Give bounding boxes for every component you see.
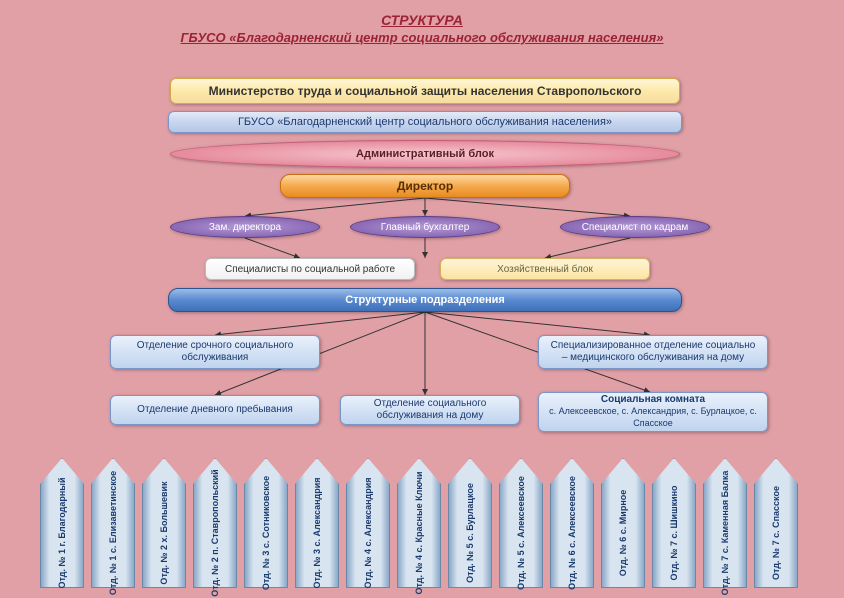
branch-label: Отд. № 3 с. Александрия <box>312 478 322 589</box>
branch-label: Отд. № 2 п. Ставропольский <box>210 470 220 597</box>
branch-arrow: Отд. № 1 с. Елизаветинское <box>91 458 135 588</box>
title-sub: ГБУСО «Благодарненский центр социального… <box>0 30 844 45</box>
dept-medical: Специализированное отделение социально –… <box>538 335 768 369</box>
branch-label: Отд. № 7 с. Шишкино <box>669 486 679 581</box>
branch-arrows-row: Отд. № 1 г. Благодарный Отд. № 1 с. Елиза… <box>40 438 810 588</box>
dept-daycare: Отделение дневного пребывания <box>110 395 320 425</box>
facilities-box: Хозяйственный блок <box>440 258 650 280</box>
branch-arrow: Отд. № 7 с. Спасское <box>754 458 798 588</box>
branch-label: Отд. № 6 с. Алексеевское <box>567 477 577 591</box>
structural-units-box: Структурные подразделения <box>168 288 682 312</box>
branch-arrow: Отд. № 4 с. Александрия <box>346 458 390 588</box>
branch-arrow: Отд. № 5 с. Алексеевское <box>499 458 543 588</box>
branch-label: Отд. № 5 с. Бурлацкое <box>465 484 475 584</box>
branch-label: Отд. № 2 х. Большевик <box>159 482 169 585</box>
branch-arrow: Отд. № 2 х. Большевик <box>142 458 186 588</box>
branch-arrow: Отд. № 6 с. Алексеевское <box>550 458 594 588</box>
hr-ellipse: Специалист по кадрам <box>560 216 710 238</box>
branch-label: Отд. № 5 с. Алексеевское <box>516 477 526 591</box>
dept-urgent: Отделение срочного социального обслужива… <box>110 335 320 369</box>
branch-arrow: Отд. № 6 с. Мирное <box>601 458 645 588</box>
title-main: СТРУКТУРА <box>0 12 844 28</box>
admin-ellipse: Административный блок <box>170 140 680 168</box>
branch-label: Отд. № 7 с. Каменная Балка <box>720 471 730 596</box>
branch-arrow: Отд. № 2 п. Ставропольский <box>193 458 237 588</box>
branch-arrow: Отд. № 7 с. Каменная Балка <box>703 458 747 588</box>
gbuso-box: ГБУСО «Благодарненский центр социального… <box>168 111 682 133</box>
dept-homecare: Отделение социального обслуживания на до… <box>340 395 520 425</box>
accountant-ellipse: Главный бухгалтер <box>350 216 500 238</box>
branch-label: Отд. № 6 с. Мирное <box>618 490 628 577</box>
branch-arrow: Отд. № 3 с. Сотниковское <box>244 458 288 588</box>
social-room-subtitle: с. Алексеевское, с. Александрия, с. Бурл… <box>549 406 757 428</box>
branch-arrow: Отд. № 1 г. Благодарный <box>40 458 84 588</box>
branch-label: Отд. № 7 с. Спасское <box>771 486 781 580</box>
title-block: СТРУКТУРА ГБУСО «Благодарненский центр с… <box>0 0 844 45</box>
branch-label: Отд. № 1 г. Благодарный <box>57 478 67 589</box>
branch-arrow: Отд. № 3 с. Александрия <box>295 458 339 588</box>
social-room-title: Социальная комната <box>547 394 759 406</box>
director-box: Директор <box>280 174 570 198</box>
branch-arrow: Отд. № 5 с. Бурлацкое <box>448 458 492 588</box>
deputy-ellipse: Зам. директора <box>170 216 320 238</box>
branch-label: Отд. № 3 с. Сотниковское <box>261 476 271 590</box>
dept-social-room: Социальная комната с. Алексеевское, с. А… <box>538 392 768 432</box>
branch-arrow: Отд. № 7 с. Шишкино <box>652 458 696 588</box>
branch-arrow: Отд. № 4 с. Красные Ключи <box>397 458 441 588</box>
branch-label: Отд. № 4 с. Красные Ключи <box>414 472 424 595</box>
branch-label: Отд. № 4 с. Александрия <box>363 478 373 589</box>
branch-label: Отд. № 1 с. Елизаветинское <box>108 471 118 595</box>
ministry-box: Министерство труда и социальной защиты н… <box>170 78 680 104</box>
specialists-box: Специалисты по социальной работе <box>205 258 415 280</box>
